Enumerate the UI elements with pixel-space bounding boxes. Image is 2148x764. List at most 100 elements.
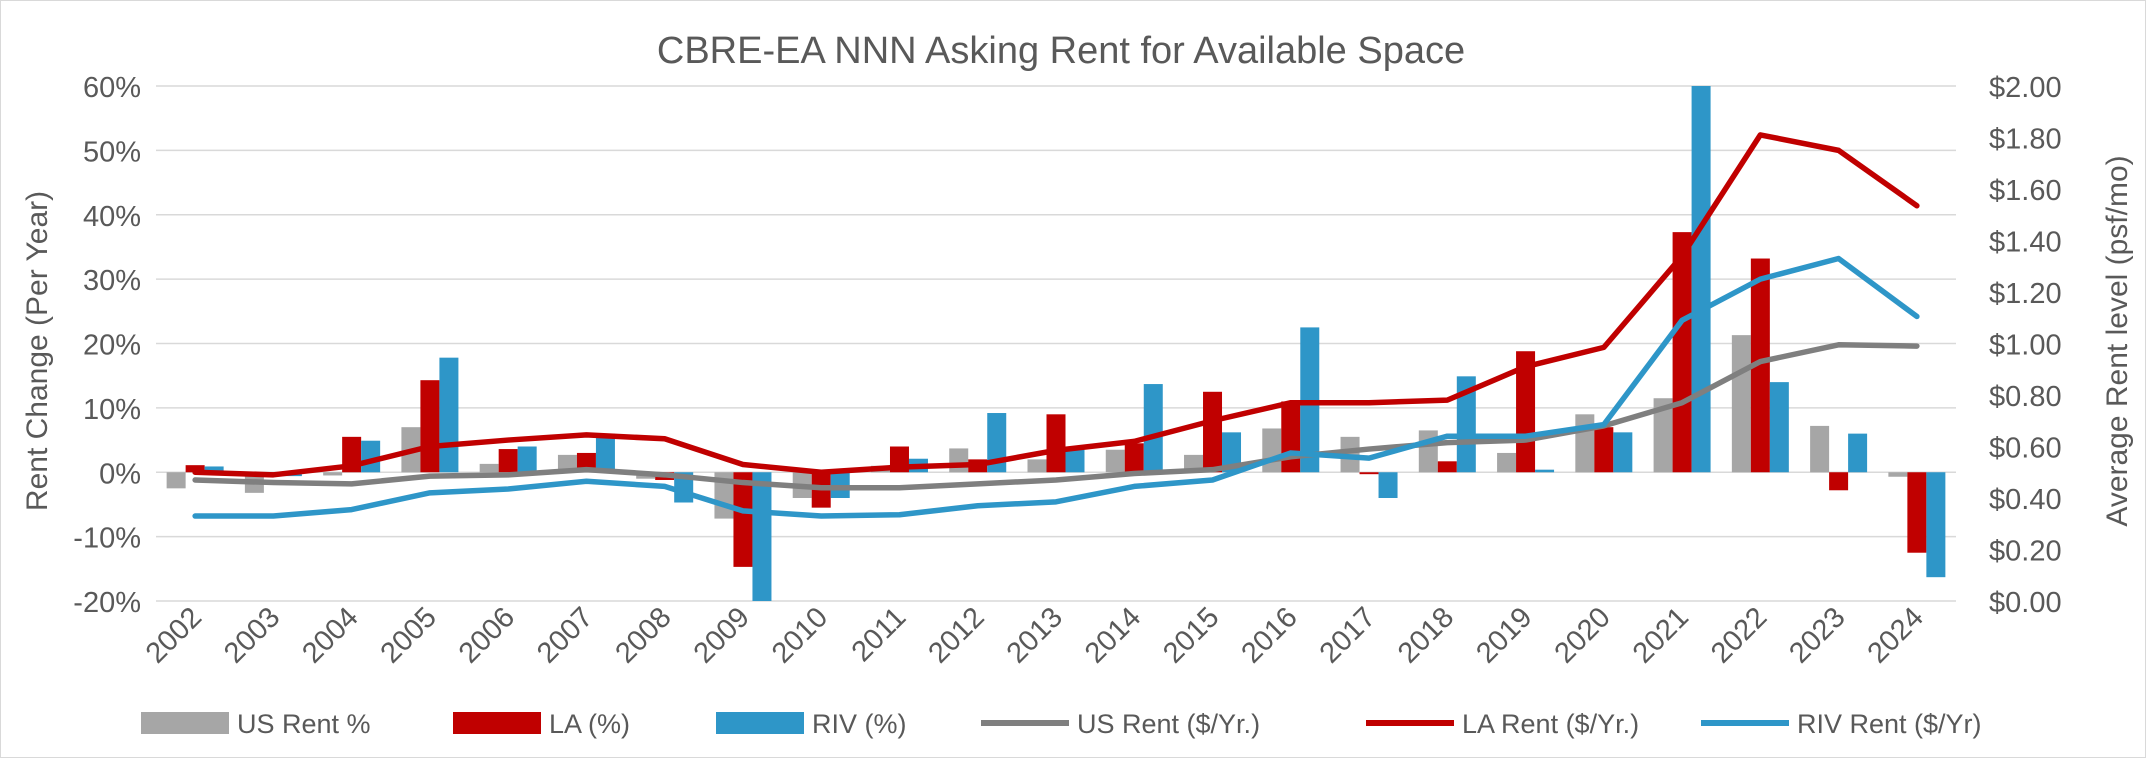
x-tick-label: 2020 <box>1549 601 1617 669</box>
bar-la <box>1046 414 1066 473</box>
y-axis-title: Rent Change (Per Year) <box>21 191 54 511</box>
bar-la <box>733 472 753 567</box>
bar-la <box>1672 232 1692 473</box>
bar-riv <box>361 440 381 473</box>
bar-us <box>1262 428 1282 473</box>
legend-label: LA Rent ($/Yr.) <box>1462 709 1639 739</box>
y-tick-label: 50% <box>83 136 141 168</box>
bar-riv <box>1848 433 1868 473</box>
y2-axis-title: Average Rent level (psf/mo) <box>2101 155 2134 526</box>
x-tick-label: 2013 <box>1001 601 1069 669</box>
y-tick-label: 0% <box>99 458 141 490</box>
x-tick-label: 2011 <box>846 601 913 668</box>
legend-label: RIV Rent ($/Yr) <box>1797 709 1982 739</box>
bar-la <box>420 380 440 473</box>
bar-riv <box>1456 376 1476 473</box>
legend-label: US Rent % <box>237 709 371 739</box>
bar-la <box>1750 258 1770 473</box>
y-tick-label: 10% <box>83 394 141 426</box>
x-tick-label: 2019 <box>1470 601 1538 669</box>
legend-label: US Rent ($/Yr.) <box>1077 709 1260 739</box>
bar-la <box>1829 472 1849 491</box>
y-tick-label: -20% <box>73 587 141 619</box>
y-tick-label: 30% <box>83 265 141 297</box>
y2-tick-label: $0.40 <box>1989 484 2062 516</box>
x-tick-label: 2012 <box>922 601 990 669</box>
bar-us <box>1888 472 1908 477</box>
bar-riv <box>1065 449 1085 473</box>
bar-us <box>1497 452 1517 473</box>
y2-tick-label: $0.00 <box>1989 587 2062 619</box>
y2-tick-label: $1.80 <box>1989 124 2062 156</box>
bar-riv <box>1691 86 1711 473</box>
bar-la <box>1437 461 1457 473</box>
x-tick-label: 2007 <box>531 601 599 669</box>
bar-us <box>479 463 499 473</box>
legend-swatch <box>716 712 804 734</box>
bar-riv <box>1535 469 1555 473</box>
bar-riv <box>1769 382 1789 473</box>
bar-us <box>1731 335 1751 473</box>
y2-tick-label: $0.20 <box>1989 536 2062 568</box>
bar-la <box>1281 401 1301 473</box>
bar-riv <box>1143 384 1163 473</box>
line-marks <box>192 132 1920 519</box>
bar-riv <box>1926 472 1946 578</box>
y2-tick-label: $1.20 <box>1989 278 2062 310</box>
y-tick-label: -10% <box>73 523 141 555</box>
legend-item: RIV (%) <box>716 709 907 739</box>
x-tick-label: 2005 <box>375 601 443 669</box>
legend-item: US Rent ($/Yr.) <box>981 709 1260 739</box>
chart-title: CBRE-EA NNN Asking Rent for Available Sp… <box>657 30 1465 72</box>
bar-us <box>1653 398 1673 473</box>
x-tick-label: 2021 <box>1627 601 1695 669</box>
x-tick-label: 2010 <box>766 601 834 669</box>
bar-riv <box>595 433 615 473</box>
bar-la <box>185 465 205 473</box>
x-tick-label: 2024 <box>1862 601 1930 669</box>
line-la-rent <box>192 132 1920 478</box>
bar-la <box>1907 472 1927 553</box>
legend-item: RIV Rent ($/Yr) <box>1701 709 1982 739</box>
y2-tick-label: $1.00 <box>1989 330 2062 362</box>
y-tick-label: 60% <box>83 72 141 104</box>
x-tick-label: 2017 <box>1314 601 1382 669</box>
legend-swatch <box>141 712 229 734</box>
bar-us <box>1418 430 1438 473</box>
legend-label: LA (%) <box>549 709 630 739</box>
bar-us <box>949 448 969 473</box>
x-tick-label: 2014 <box>1079 601 1147 669</box>
y2-tick-label: $1.40 <box>1989 227 2062 259</box>
x-tick-label: 2004 <box>296 601 364 669</box>
bar-us <box>1105 449 1125 473</box>
bar-la <box>1594 427 1614 473</box>
bar-us <box>1027 459 1047 473</box>
bar-la <box>1359 472 1379 475</box>
y2-tick-label: $0.60 <box>1989 433 2062 465</box>
bar-la <box>498 449 518 473</box>
bar-riv <box>439 357 459 473</box>
x-tick-label: 2022 <box>1705 601 1773 669</box>
bar-us <box>323 472 343 476</box>
x-tick-label: 2018 <box>1392 601 1460 669</box>
bar-riv <box>517 446 537 473</box>
line-riv-rent <box>192 255 1920 519</box>
x-tick-label: 2003 <box>218 601 286 669</box>
x-tick-label: 2008 <box>609 601 677 669</box>
x-tick-label: 2002 <box>140 601 208 669</box>
bar-riv <box>1378 472 1398 498</box>
bar-riv <box>1222 432 1242 473</box>
line-us-rent <box>192 342 1920 491</box>
bar-la <box>1124 443 1144 473</box>
legend-item: US Rent % <box>141 709 371 739</box>
x-tick-label: 2016 <box>1235 601 1303 669</box>
y2-tick-label: $0.80 <box>1989 381 2062 413</box>
bar-riv <box>1300 327 1320 473</box>
x-tick-label: 2023 <box>1783 601 1851 669</box>
y2-tick-label: $2.00 <box>1989 72 2062 104</box>
legend-label: RIV (%) <box>812 709 907 739</box>
bar-us <box>1810 425 1830 473</box>
legend-swatch <box>453 712 541 734</box>
